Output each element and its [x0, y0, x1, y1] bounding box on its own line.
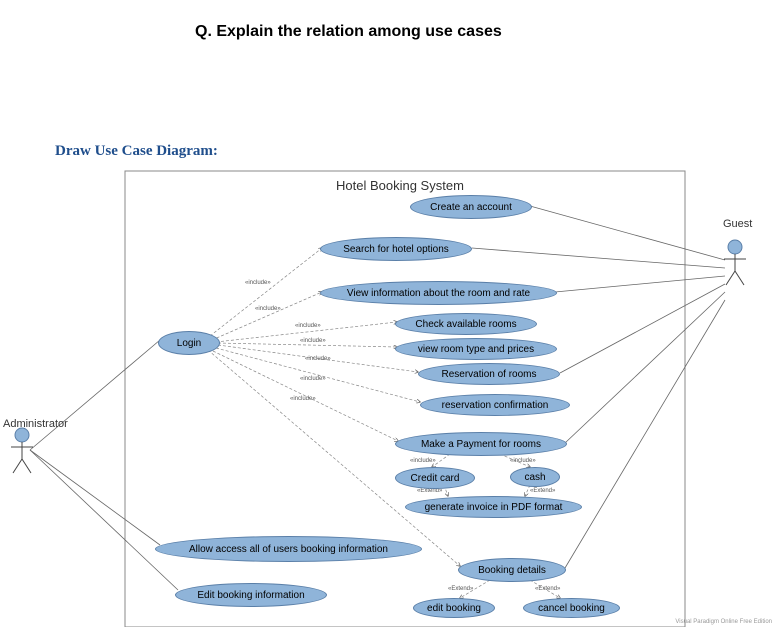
svg-text:«Extend»: «Extend»	[530, 488, 556, 494]
usecase-view-info: View information about the room and rate	[320, 281, 557, 305]
svg-text:«include»: «include»	[300, 376, 326, 382]
usecase-edit-booking: edit booking	[413, 598, 495, 618]
svg-text:«include»: «include»	[300, 338, 326, 344]
usecase-view-room-type: view room type and prices	[395, 338, 557, 360]
svg-text:«include»: «include»	[410, 458, 436, 464]
svg-text:«include»: «include»	[290, 396, 316, 402]
usecase-confirmation: reservation confirmation	[420, 394, 570, 416]
svg-text:«include»: «include»	[510, 458, 536, 464]
actor-label-admin: Administrator	[3, 418, 68, 430]
question-title: Q. Explain the relation among use cases	[195, 23, 502, 41]
usecase-login: Login	[158, 331, 220, 355]
usecase-invoice: generate invoice in PDF format	[405, 496, 582, 518]
svg-text:«Extend»: «Extend»	[448, 586, 474, 592]
subtitle: Draw Use Case Diagram:	[55, 143, 218, 160]
usecase-make-payment: Make a Payment for rooms	[395, 432, 567, 456]
svg-text:«include»: «include»	[295, 323, 321, 329]
usecase-allow-access: Allow access all of users booking inform…	[155, 536, 422, 562]
usecase-edit-booking-info: Edit booking information	[175, 583, 327, 607]
usecase-create-account: Create an account	[410, 195, 532, 219]
usecase-credit-card: Credit card	[395, 467, 475, 489]
watermark: Visual Paradigm Online Free Edition	[675, 619, 772, 625]
usecase-cash: cash	[510, 467, 560, 487]
svg-text:«Extend»: «Extend»	[535, 586, 561, 592]
diagram-canvas: «include» «include» «include» «include» «inc…	[0, 0, 780, 627]
system-title: Hotel Booking System	[336, 178, 464, 193]
svg-text:«include»: «include»	[255, 306, 281, 312]
usecase-search-hotel: Search for hotel options	[320, 237, 472, 261]
actor-label-guest: Guest	[723, 218, 752, 230]
usecase-check-rooms: Check available rooms	[395, 313, 537, 335]
svg-text:«include»: «include»	[305, 356, 331, 362]
svg-text:«include»: «include»	[245, 280, 271, 286]
usecase-reservation: Reservation of rooms	[418, 363, 560, 385]
usecase-cancel-booking: cancel booking	[523, 598, 620, 618]
usecase-booking-details: Booking details	[458, 558, 566, 582]
